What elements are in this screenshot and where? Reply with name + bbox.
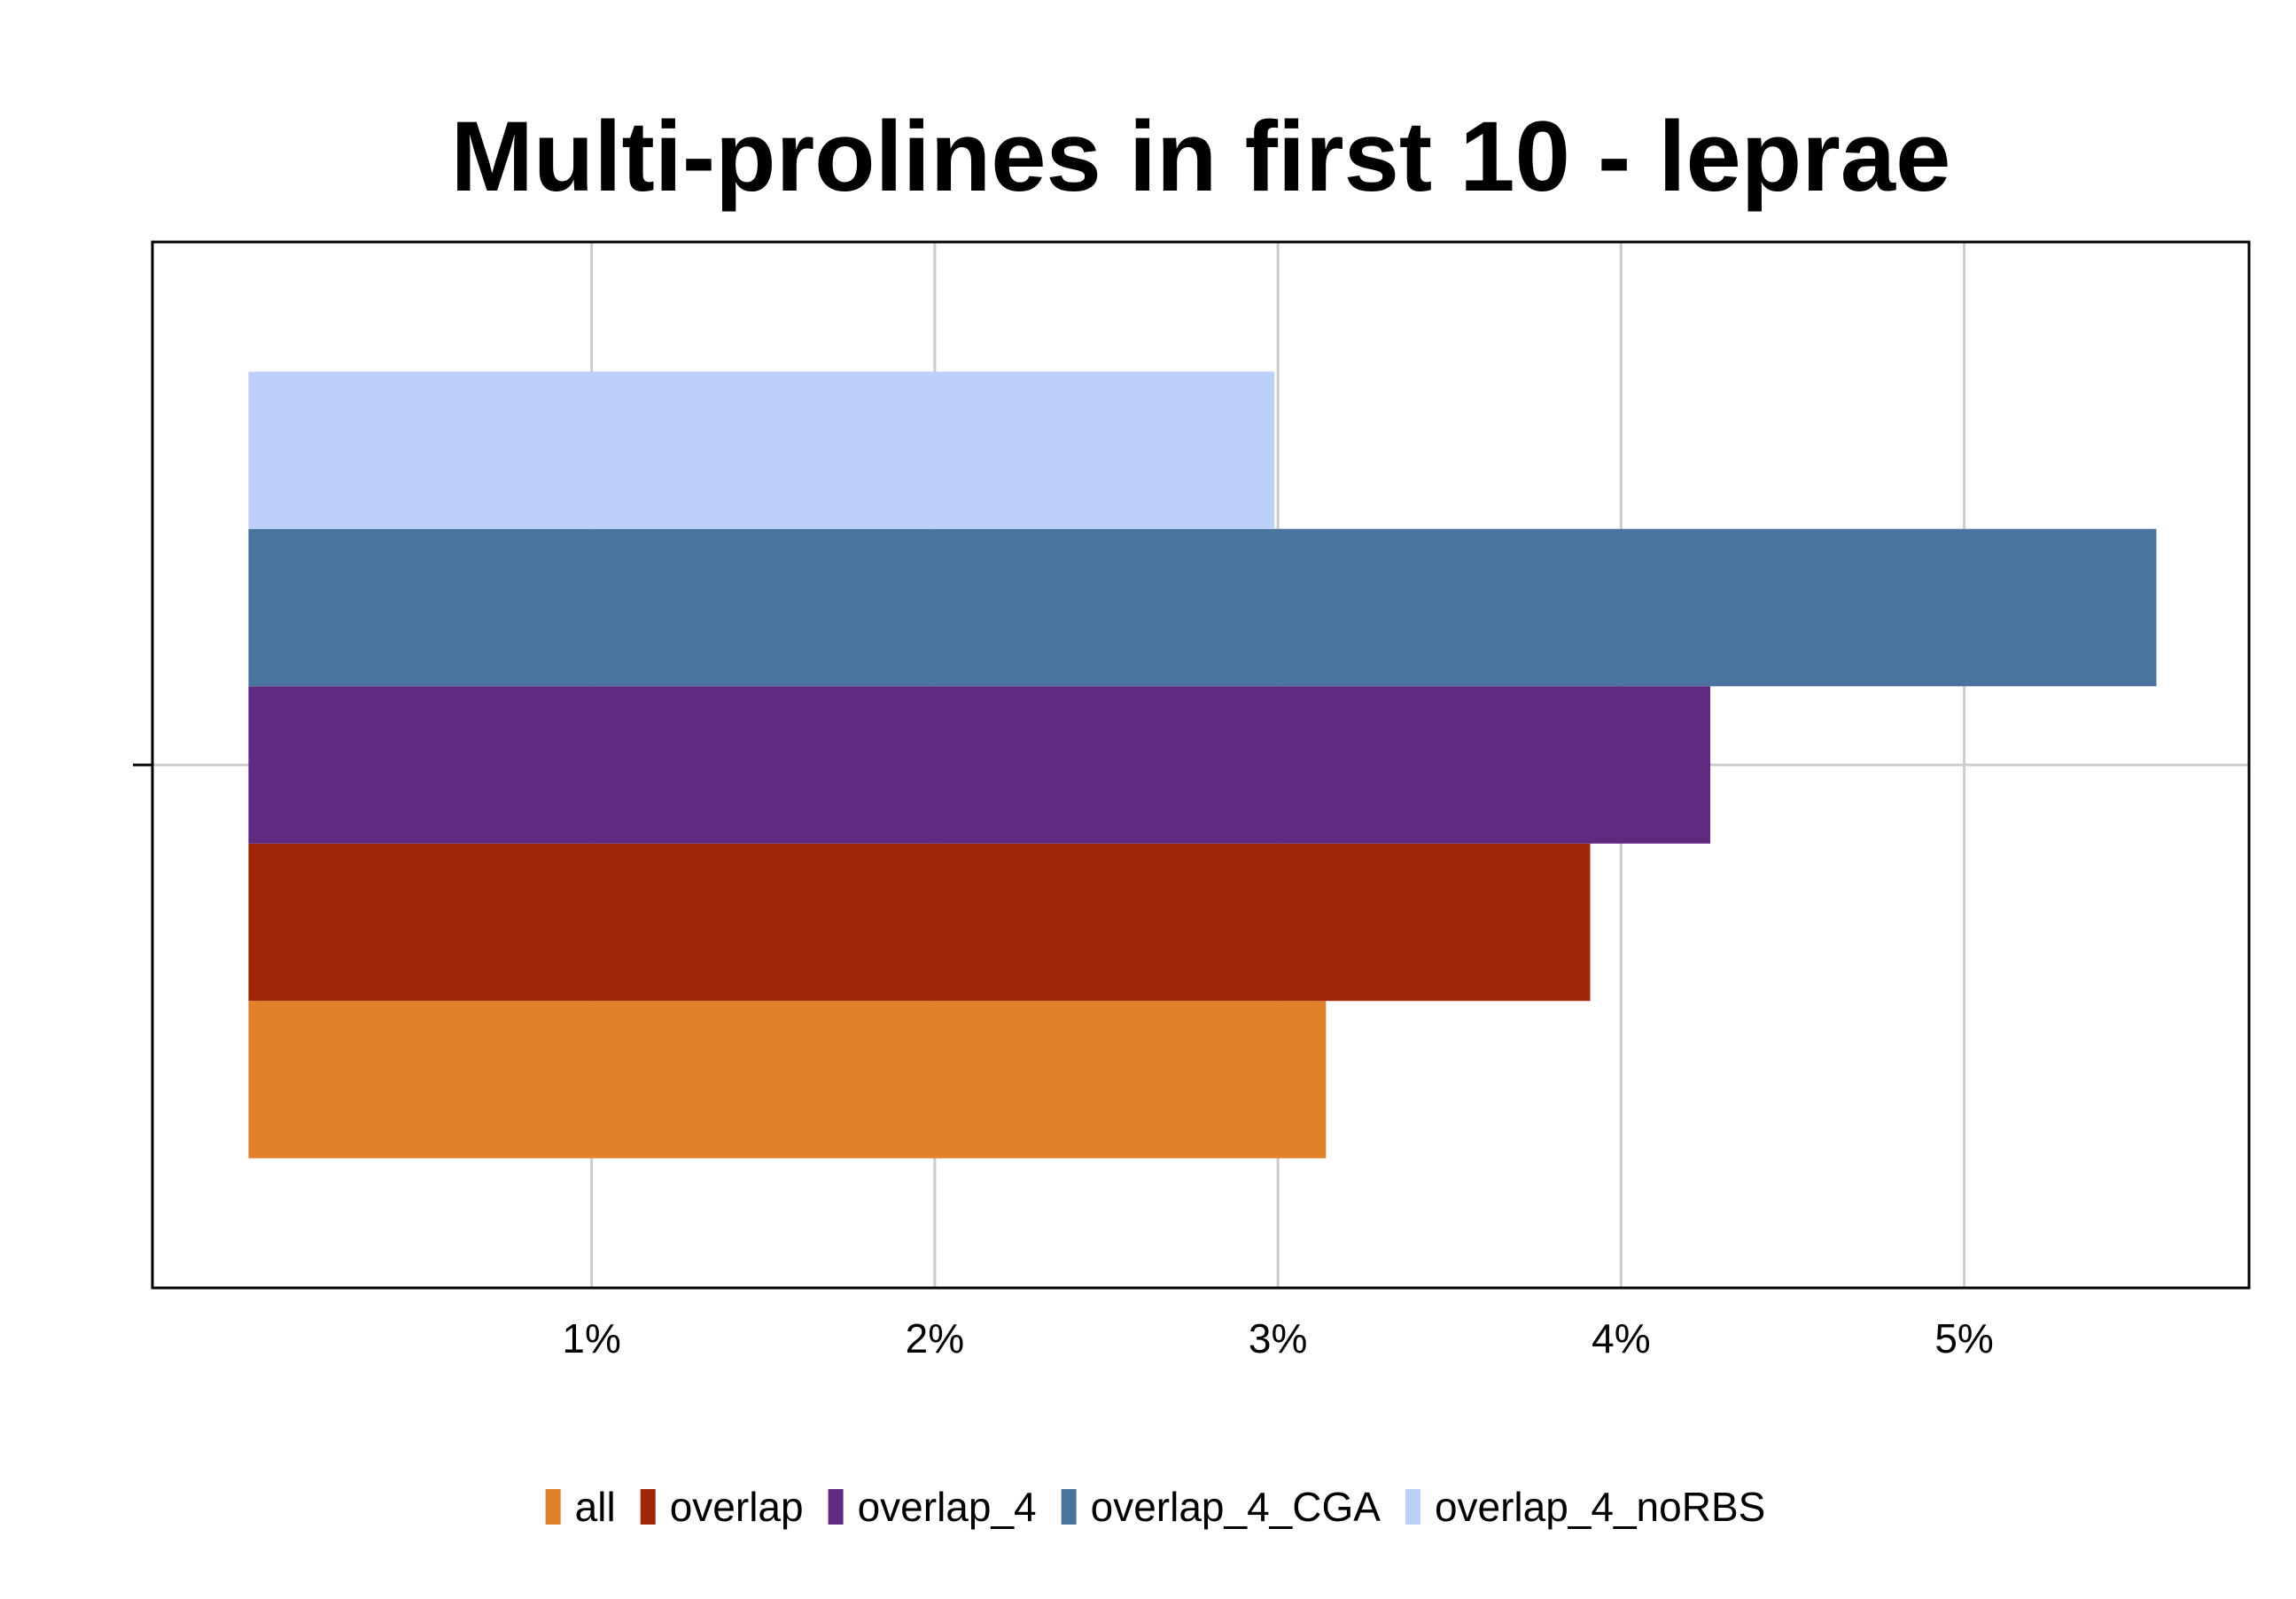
bars (248, 371, 2157, 1158)
legend-label: all (575, 1484, 616, 1530)
legend-key-overlap (640, 1489, 656, 1525)
chart-title: Multi-prolines in first 10 - leprae (451, 101, 1951, 212)
bar-overlap-4 (248, 686, 1711, 844)
legend-key-all (545, 1489, 561, 1525)
x-axis-ticks: 1% 2% 3% 4% 5% (562, 1315, 1993, 1361)
legend-key-overlap-4-CGA (1061, 1489, 1077, 1525)
x-tick-label: 3% (1249, 1315, 1307, 1361)
legend-key-overlap-4-noRBS (1405, 1489, 1420, 1525)
legend-label: overlap_4_noRBS (1435, 1484, 1765, 1530)
x-tick-label: 4% (1592, 1315, 1650, 1361)
x-tick-label: 2% (906, 1315, 964, 1361)
legend: all overlap overlap_4 overlap_4_CGA overlap_… (545, 1484, 1765, 1530)
bar-overlap-4-noRBS (248, 371, 1275, 529)
bar-all (248, 1001, 1327, 1158)
legend-key-overlap-4 (828, 1489, 844, 1525)
x-tick-label: 1% (562, 1315, 620, 1361)
legend-label: overlap_4_CGA (1091, 1484, 1381, 1530)
legend-label: overlap (670, 1484, 804, 1530)
bar-overlap-4-CGA (248, 528, 2157, 687)
legend-label: overlap_4 (858, 1484, 1037, 1530)
x-tick-label: 5% (1934, 1315, 1993, 1361)
bar-overlap (248, 843, 1591, 1002)
